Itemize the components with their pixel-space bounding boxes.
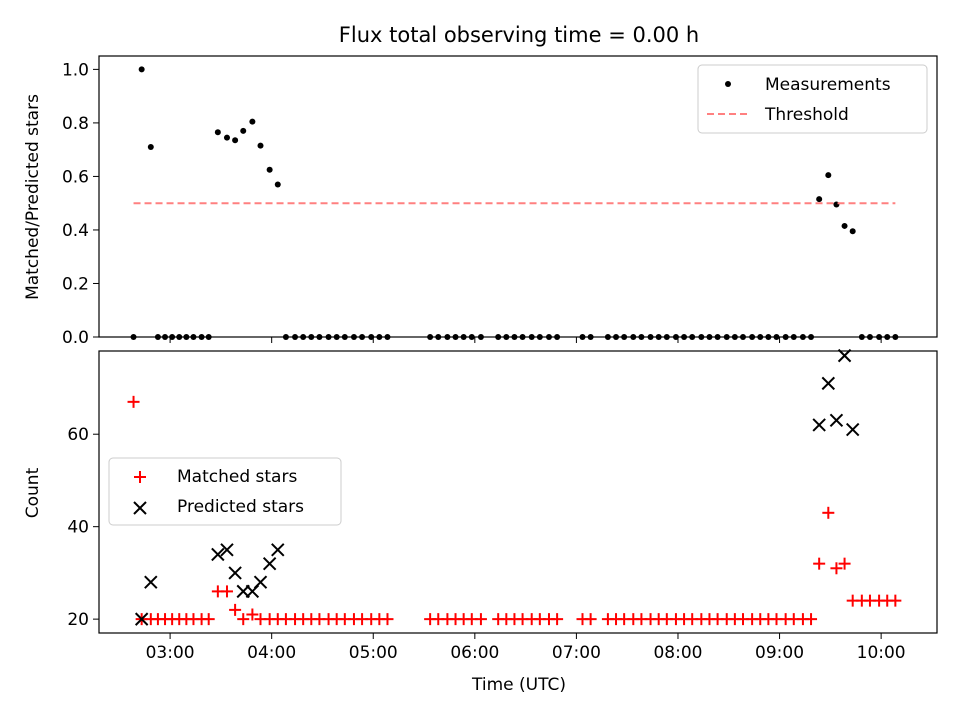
top-legend-box	[697, 64, 928, 134]
matched-star-point	[381, 613, 394, 626]
matched-star-point	[246, 608, 259, 621]
measurement-point	[147, 143, 154, 150]
x-tick-label: 05:00	[349, 643, 398, 663]
measurement-point	[266, 166, 273, 173]
matched-star-point	[805, 613, 818, 626]
chart-title: Flux total observing time = 0.00 h	[339, 23, 699, 47]
predicted-star-point	[829, 413, 844, 428]
predicted-star-point	[271, 543, 285, 557]
predicted-star-point	[837, 348, 852, 363]
y-tick-label: 40	[67, 518, 89, 538]
predicted-star-point	[821, 376, 836, 391]
predicted-star-point	[144, 575, 158, 589]
y-tick-label: 0.8	[62, 114, 89, 134]
predicted-star-point	[262, 556, 277, 571]
x-axis-label: Time (UTC)	[471, 675, 566, 695]
legend-measurements-marker	[725, 81, 731, 87]
matched-star-point	[584, 613, 597, 626]
x-tick-label: 08:00	[653, 643, 702, 663]
y-tick-label: 0.0	[62, 328, 89, 348]
top-panel: 0.0 0.2 0.4 0.6 0.8 1.0 Matched/Predicted sta…	[23, 55, 938, 348]
predicted-star-point	[211, 547, 225, 562]
top-legend: Measurements Threshold	[697, 64, 928, 134]
matched-star-point	[822, 506, 835, 519]
top-ticks: 0.0 0.2 0.4 0.6 0.8 1.0	[62, 60, 882, 348]
measurement-point	[841, 222, 848, 229]
x-tick-label: 09:00	[755, 643, 804, 663]
bottom-panel: 03:00 04:00 05:00 06:00 07:00 08:00 09:00 10:00…	[23, 348, 938, 695]
legend-threshold-label: Threshold	[764, 105, 849, 125]
matched-star-point	[202, 613, 215, 626]
x-tick-label: 06:00	[450, 643, 499, 663]
x-tick-label: 07:00	[552, 643, 601, 663]
legend-matched-marker	[134, 471, 146, 483]
predicted-star-point	[845, 422, 860, 437]
measurement-point	[214, 129, 221, 136]
matched-star-point	[813, 557, 826, 570]
bottom-legend: Matched stars Predicted stars	[108, 457, 342, 526]
matched-star-point	[830, 562, 843, 575]
predicted-star-point	[220, 543, 234, 557]
bottom-axes-frame	[98, 350, 938, 634]
bottom-plot-area	[127, 348, 902, 626]
top-y-axis-label: Matched/Predicted stars	[23, 94, 43, 300]
y-tick-label: 60	[67, 425, 89, 445]
matched-star-point	[889, 594, 902, 607]
bottom-ticks: 03:00 04:00 05:00 06:00 07:00 08:00 09:00 10:00…	[67, 425, 905, 663]
x-tick-label: 04:00	[247, 643, 296, 663]
predicted-star-point	[253, 575, 268, 589]
bottom-y-axis-label: Count	[23, 467, 43, 518]
matched-star-point	[551, 613, 564, 626]
measurement-point	[274, 181, 281, 188]
measurement-point	[223, 134, 230, 141]
matched-star-point	[838, 557, 851, 570]
legend-matched-label: Matched stars	[177, 467, 297, 487]
legend-predicted-marker	[133, 501, 147, 515]
y-tick-label: 0.6	[62, 167, 89, 187]
measurement-point	[816, 196, 823, 203]
matched-star-point	[237, 613, 250, 626]
y-tick-label: 20	[67, 610, 89, 630]
measurement-point	[249, 118, 256, 125]
measurement-point	[240, 127, 247, 134]
x-tick-label: 10:00	[857, 643, 906, 663]
matched-star-point	[229, 603, 242, 616]
measurement-point	[257, 142, 264, 149]
y-tick-label: 0.2	[62, 274, 89, 294]
matched-star-point	[220, 585, 233, 598]
predicted-star-point	[134, 612, 149, 626]
y-tick-label: 0.4	[62, 221, 89, 241]
matched-star-point	[127, 395, 140, 408]
legend-predicted-label: Predicted stars	[177, 497, 304, 517]
measurement-point	[849, 228, 856, 235]
y-tick-label: 1.0	[62, 60, 89, 80]
top-axes-frame	[98, 55, 938, 338]
measurement-point	[825, 172, 832, 179]
measurement-point	[138, 66, 145, 73]
predicted-star-point	[812, 418, 826, 432]
x-tick-label: 03:00	[146, 643, 195, 663]
matched-star-point	[474, 613, 487, 626]
predicted-star-point	[228, 566, 242, 580]
measurement-point	[232, 137, 239, 144]
bottom-legend-box	[108, 457, 342, 526]
legend-measurements-label: Measurements	[765, 75, 891, 95]
